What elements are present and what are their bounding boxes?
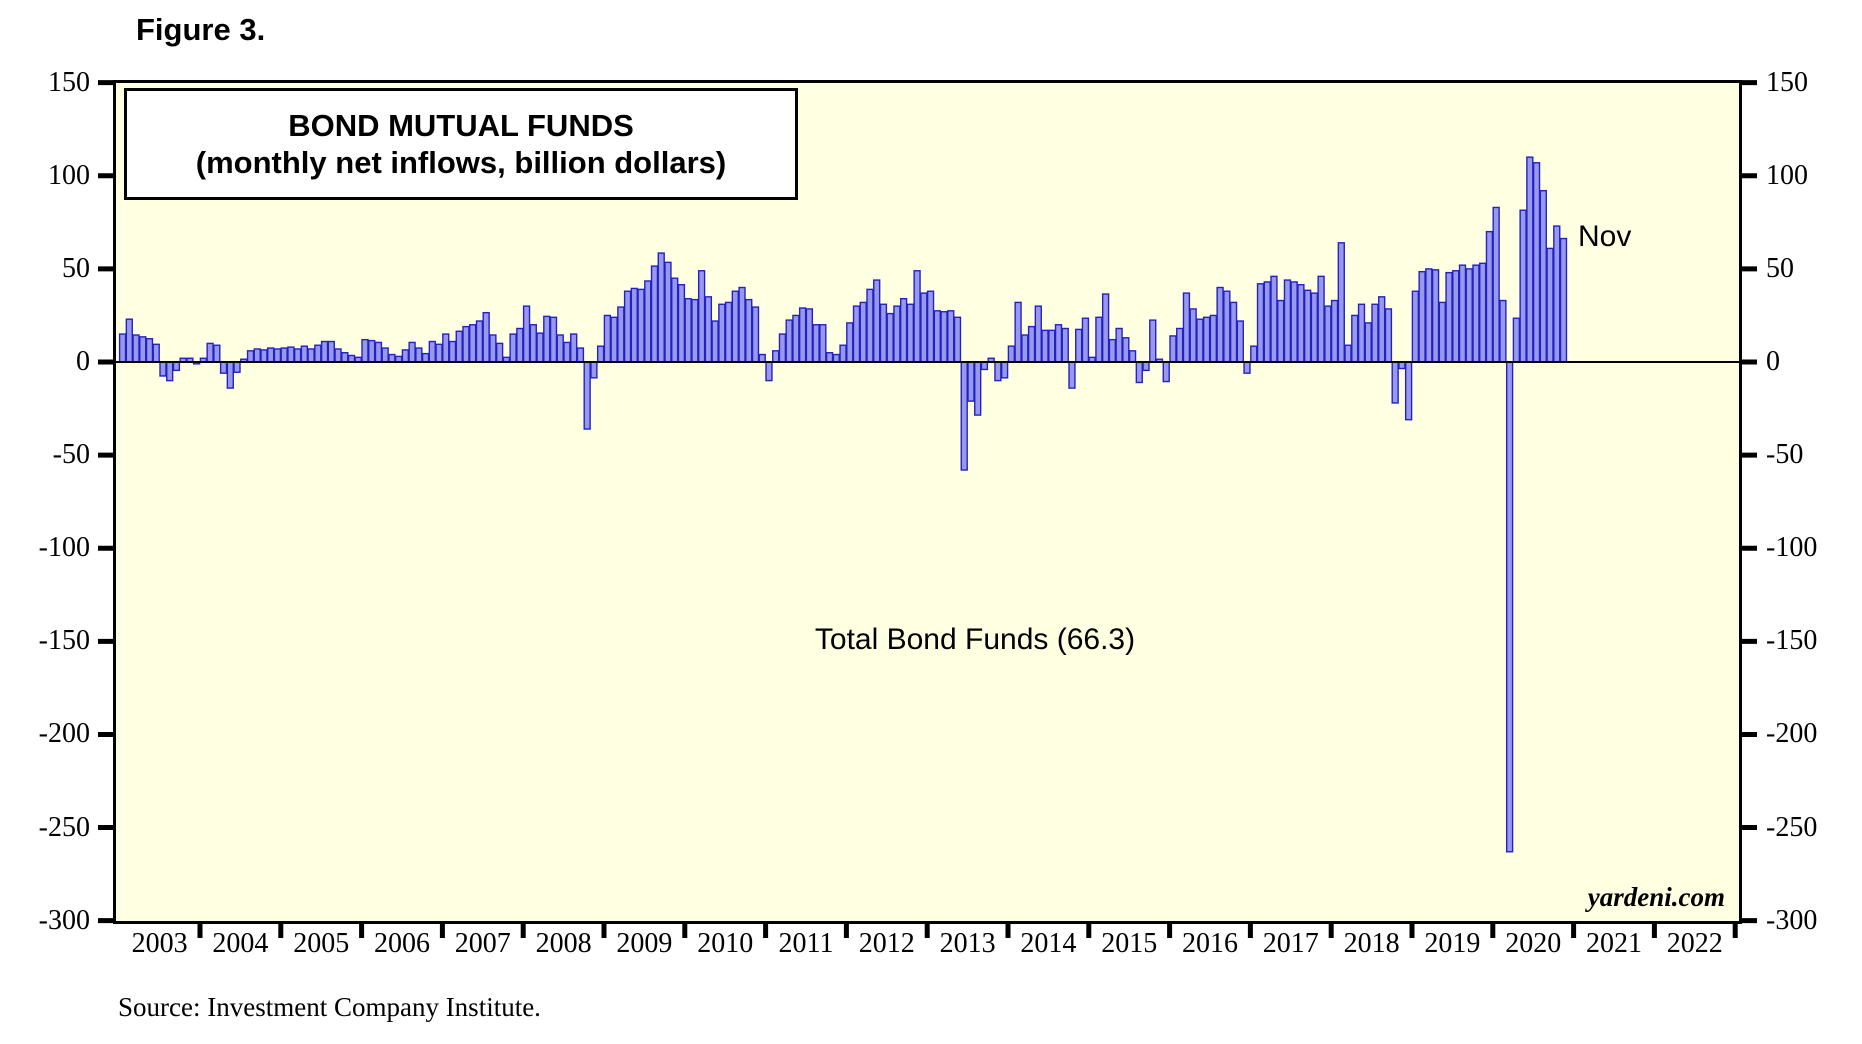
x-axis-label: 2011	[778, 928, 834, 959]
y-axis-label: -200	[1766, 718, 1818, 750]
figure-label: Figure 3.	[136, 12, 266, 47]
y-axis-label: 50	[1766, 252, 1794, 284]
y-axis-label: -100	[38, 532, 90, 564]
chart-title-line1: BOND MUTUAL FUNDS	[288, 108, 634, 143]
x-axis-label: 2007	[454, 928, 511, 959]
y-axis-label: 50	[62, 252, 90, 284]
x-axis-label: 2010	[697, 928, 754, 959]
x-axis-label: 2013	[939, 928, 996, 959]
x-axis-label: 2017	[1262, 928, 1319, 959]
x-axis-label: 2022	[1666, 928, 1723, 959]
x-axis-label: 2018	[1343, 928, 1400, 959]
y-axis-label: -300	[1766, 904, 1818, 936]
x-axis-label: 2014	[1020, 928, 1077, 959]
y-axis-label: 100	[48, 159, 90, 191]
y-axis-label: -150	[1766, 625, 1818, 657]
y-axis-label: -100	[1766, 532, 1818, 564]
chart-title-box: BOND MUTUAL FUNDS (monthly net inflows, …	[124, 88, 798, 200]
y-axis-label: -200	[38, 718, 90, 750]
chart-title-line2: (monthly net inflows, billion dollars)	[195, 145, 727, 180]
x-axis-label: 2021	[1586, 928, 1642, 959]
y-axis-label: 100	[1766, 159, 1808, 191]
x-axis-label: 2006	[374, 928, 430, 959]
x-axis-label: 2019	[1424, 928, 1481, 959]
plot-area	[113, 80, 1742, 924]
x-axis-label: 2015	[1101, 928, 1158, 959]
y-axis-label: -150	[38, 625, 90, 657]
x-axis-label: 2020	[1505, 928, 1562, 959]
y-axis-label: -300	[38, 904, 90, 936]
y-axis-label: -250	[1766, 811, 1818, 843]
source-note: Source: Investment Company Institute.	[118, 992, 541, 1022]
x-axis-label: 2008	[535, 928, 592, 959]
series-label: Total Bond Funds (66.3)	[814, 623, 1136, 656]
watermark: yardeni.com	[1587, 882, 1725, 912]
x-axis-label: 2005	[293, 928, 350, 959]
y-axis-label: -50	[52, 439, 90, 471]
x-axis-label: 2009	[616, 928, 673, 959]
y-axis-label: -250	[38, 811, 90, 843]
x-axis-label: 2003	[131, 928, 188, 959]
y-axis-label: 150	[48, 66, 90, 98]
x-axis-label: 2004	[212, 928, 269, 959]
y-axis-label: 0	[1766, 346, 1780, 377]
x-axis-label: 2012	[858, 928, 915, 959]
x-axis-label: 2016	[1182, 928, 1238, 959]
last-point-annotation: Nov	[1578, 220, 1632, 253]
y-axis-label: 150	[1766, 66, 1808, 98]
y-axis-label: -50	[1766, 439, 1804, 471]
y-axis-label: 0	[76, 346, 90, 377]
